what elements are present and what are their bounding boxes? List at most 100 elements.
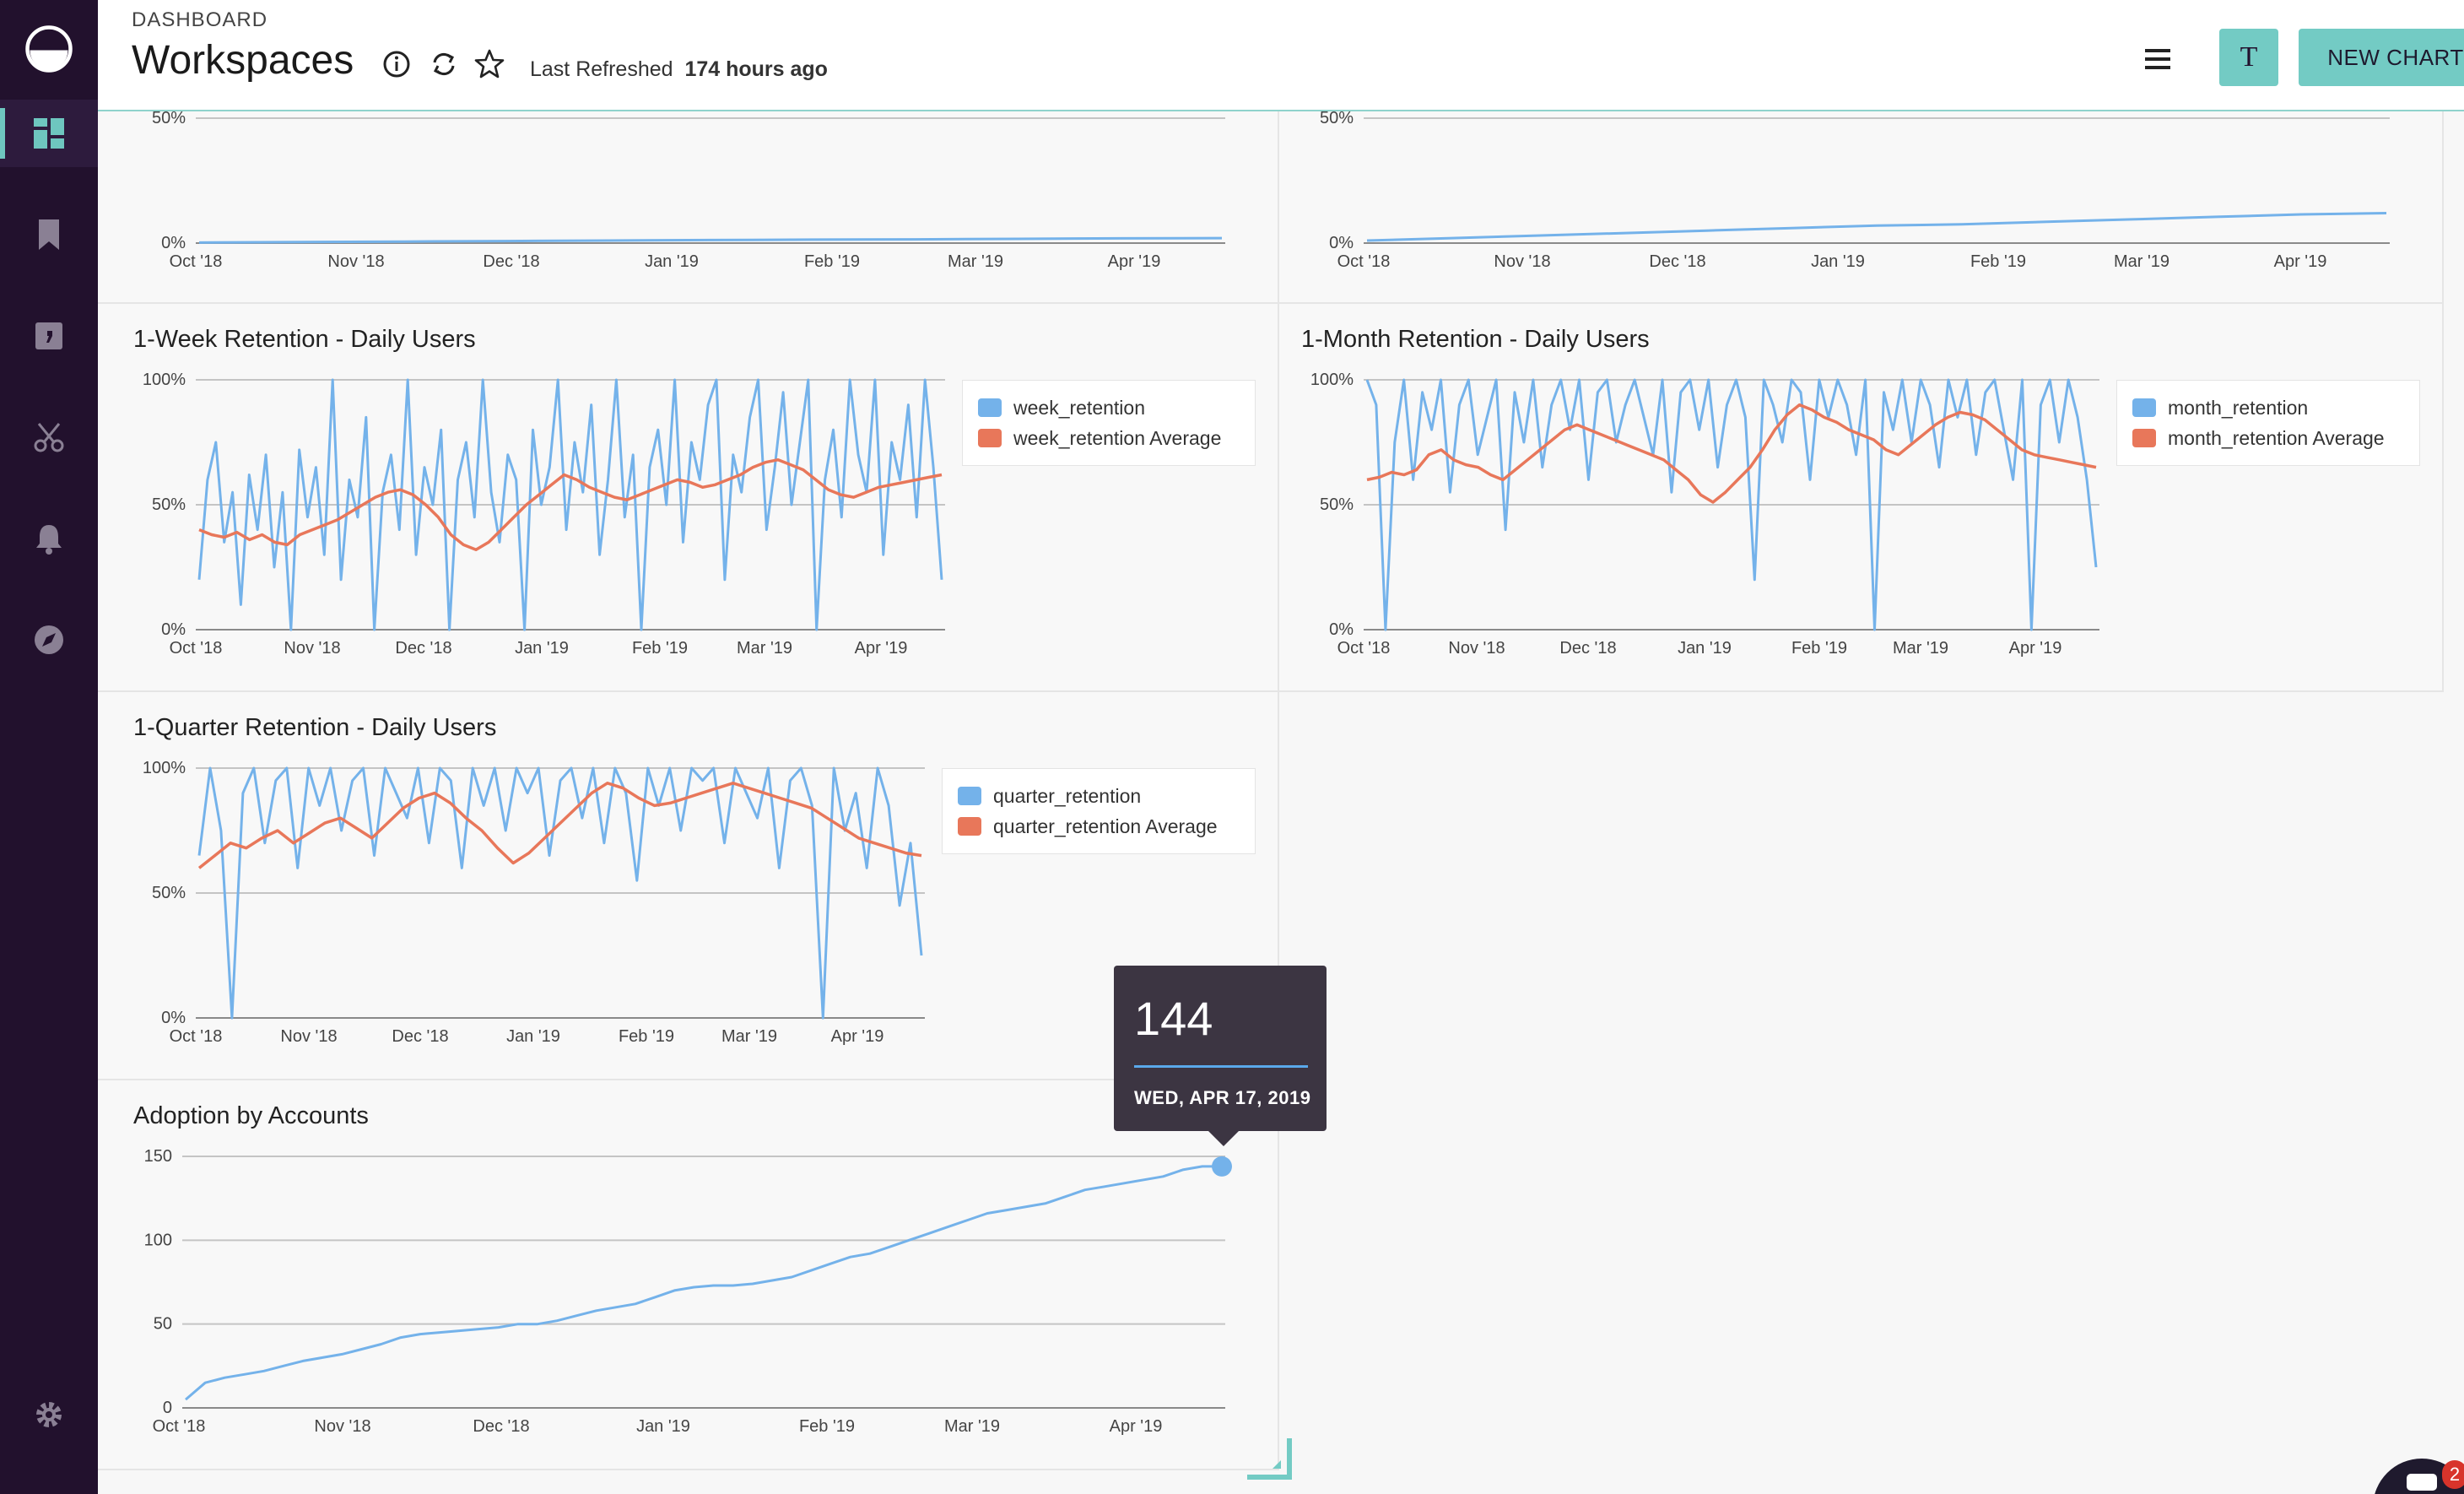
legend-swatch [978, 429, 1002, 447]
y-tick-label: 100 [144, 1231, 172, 1249]
series-line-average [197, 782, 922, 869]
y-tick-label: 0% [1329, 234, 1354, 252]
y-tick-label: 0% [161, 1009, 186, 1027]
series-line-average [198, 457, 943, 552]
legend-item[interactable]: month_retention Average [2132, 423, 2404, 453]
legend-swatch [978, 398, 1002, 417]
scissors-icon[interactable] [0, 403, 98, 471]
chart-panel-quarter-retention: 1-Quarter Retention - Daily Users 0% 50% 1… [98, 692, 1279, 1080]
x-tick-label: Nov '18 [314, 1417, 370, 1436]
chart-title[interactable]: 1-Month Retention - Daily Users [1301, 326, 1650, 353]
chart-legend: week_retention week_retention Average [962, 380, 1256, 466]
x-tick-label: Oct '18 [1337, 252, 1391, 271]
chart-title[interactable]: 1-Quarter Retention - Daily Users [133, 714, 497, 741]
x-tick-label: Apr '19 [831, 1027, 884, 1046]
legend-label: month_retention [2168, 396, 2309, 419]
series-line-primary [197, 378, 943, 631]
refresh-icon[interactable] [427, 47, 461, 81]
chart-panel-top-left: 0% 50% Oct '18 Nov '18 Dec '18 Jan '19 Feb '19… [98, 111, 1279, 304]
legend-item[interactable]: week_retention Average [978, 423, 1240, 453]
x-tick-label: Dec '18 [1649, 252, 1705, 271]
x-tick-label: Dec '18 [395, 639, 451, 658]
chart-title[interactable]: Adoption by Accounts [133, 1102, 369, 1129]
chart-title[interactable]: 1-Week Retention - Daily Users [133, 326, 476, 353]
series-line-average [1366, 403, 2097, 504]
menu-icon[interactable] [2137, 41, 2180, 78]
x-tick-label: Apr '19 [1108, 252, 1161, 271]
x-tick-label: Jan '19 [515, 639, 569, 658]
y-tick-label: 50% [1320, 111, 1354, 127]
y-tick-label: 50% [1320, 495, 1354, 514]
x-tick-label: Nov '18 [327, 252, 384, 271]
y-tick-label: 100% [143, 759, 186, 777]
x-tick-label: Mar '19 [1893, 639, 1948, 658]
top-bar: DASHBOARD Workspaces Last Refreshed 174 … [98, 0, 2464, 111]
x-tick-label: Apr '19 [1110, 1417, 1163, 1436]
x-tick-label: Jan '19 [636, 1417, 690, 1436]
last-refreshed: Last Refreshed 174 hours ago [530, 57, 828, 82]
tooltip-date: WED, APR 17, 2019 [1134, 1087, 1311, 1108]
bookmark-icon[interactable] [0, 201, 98, 268]
last-refreshed-value: 174 hours ago [684, 57, 828, 81]
legend-item[interactable]: quarter_retention Average [958, 811, 1240, 842]
logo-icon[interactable] [0, 12, 98, 86]
legend-item[interactable]: month_retention [2132, 392, 2404, 423]
notification-badge: 2 [2442, 1460, 2464, 1489]
avatar[interactable]: T [2219, 29, 2278, 86]
x-tick-label: Oct '18 [170, 252, 223, 271]
star-icon[interactable] [473, 47, 506, 81]
series-line-primary [197, 766, 923, 1020]
x-tick-label: Feb '19 [1970, 252, 2026, 271]
new-chart-button[interactable]: NEW CHART [2299, 29, 2464, 86]
y-tick-label: 0 [163, 1399, 172, 1417]
x-tick-label: Feb '19 [632, 639, 688, 658]
x-tick-label: Mar '19 [2114, 252, 2170, 271]
y-tick-label: 100% [1310, 371, 1354, 389]
legend-label: month_retention Average [2168, 426, 2385, 449]
x-tick-label: Apr '19 [2009, 639, 2062, 658]
y-tick-label: 50 [154, 1315, 172, 1334]
y-tick-label: 100% [143, 371, 186, 389]
legend-item[interactable]: quarter_retention [958, 781, 1240, 811]
x-tick-label: Jan '19 [645, 252, 699, 271]
chart-legend: quarter_retention quarter_retention Aver… [942, 768, 1256, 854]
y-tick-label: 0% [161, 234, 186, 252]
breadcrumb[interactable]: DASHBOARD [132, 8, 268, 31]
resize-handle-icon[interactable] [1244, 1435, 1294, 1482]
legend-swatch [2132, 429, 2156, 447]
gear-icon[interactable] [0, 1381, 98, 1448]
x-tick-label: Apr '19 [855, 639, 908, 658]
legend-item[interactable]: week_retention [978, 392, 1240, 423]
chart-top-right: 0% 50% Oct '18 Nov '18 Dec '18 Jan '19 Feb '19… [1320, 111, 2390, 271]
x-tick-label: Apr '19 [2274, 252, 2327, 271]
x-tick-label: Oct '18 [153, 1417, 206, 1436]
x-tick-label: Dec '18 [1559, 639, 1616, 658]
highlight-point [1212, 1156, 1232, 1177]
reports-icon[interactable] [0, 302, 98, 370]
x-tick-label: Mar '19 [944, 1417, 1000, 1436]
legend-label: week_retention [1013, 396, 1145, 419]
x-tick-label: Feb '19 [1791, 639, 1847, 658]
x-tick-label: Dec '18 [473, 1417, 529, 1436]
info-icon[interactable] [380, 47, 413, 81]
chart-quarter-retention: 0% 50% 100% Oct '18 Nov '18 Dec '18 Jan '19 Feb… [143, 759, 925, 1046]
dashboard-icon[interactable] [0, 100, 98, 167]
x-tick-label: Feb '19 [804, 252, 860, 271]
chart-month-retention: 0% 50% 100% Oct '18 Nov '18 Dec '18 Jan '19 Feb… [1310, 371, 2099, 658]
page-title: Workspaces [132, 38, 354, 83]
legend-label: quarter_retention Average [993, 815, 1218, 837]
chart-week-retention: 0% 50% 100% Oct '18 Nov '18 Dec '18 Jan '19 Feb… [143, 371, 945, 658]
bell-icon[interactable] [0, 505, 98, 572]
x-tick-label: Nov '18 [280, 1027, 337, 1046]
compass-icon[interactable] [0, 606, 98, 674]
chart-tooltip: 144 WED, APR 17, 2019 [1114, 966, 1327, 1146]
x-tick-label: Jan '19 [1811, 252, 1865, 271]
chart-adoption: 0 50 100 150 Oct '18 Nov '18 Dec '18 Jan '19 Feb… [144, 1147, 1232, 1436]
chat-widget[interactable]: 2 [2363, 1457, 2464, 1494]
x-tick-label: Mar '19 [721, 1027, 777, 1046]
tooltip-value: 144 [1134, 992, 1213, 1045]
chart-panel-week-retention: 1-Week Retention - Daily Users 0% 50% 100%… [98, 304, 1279, 692]
chat-icon [2375, 1459, 2464, 1494]
legend-swatch [958, 787, 981, 805]
x-tick-label: Oct '18 [170, 1027, 223, 1046]
